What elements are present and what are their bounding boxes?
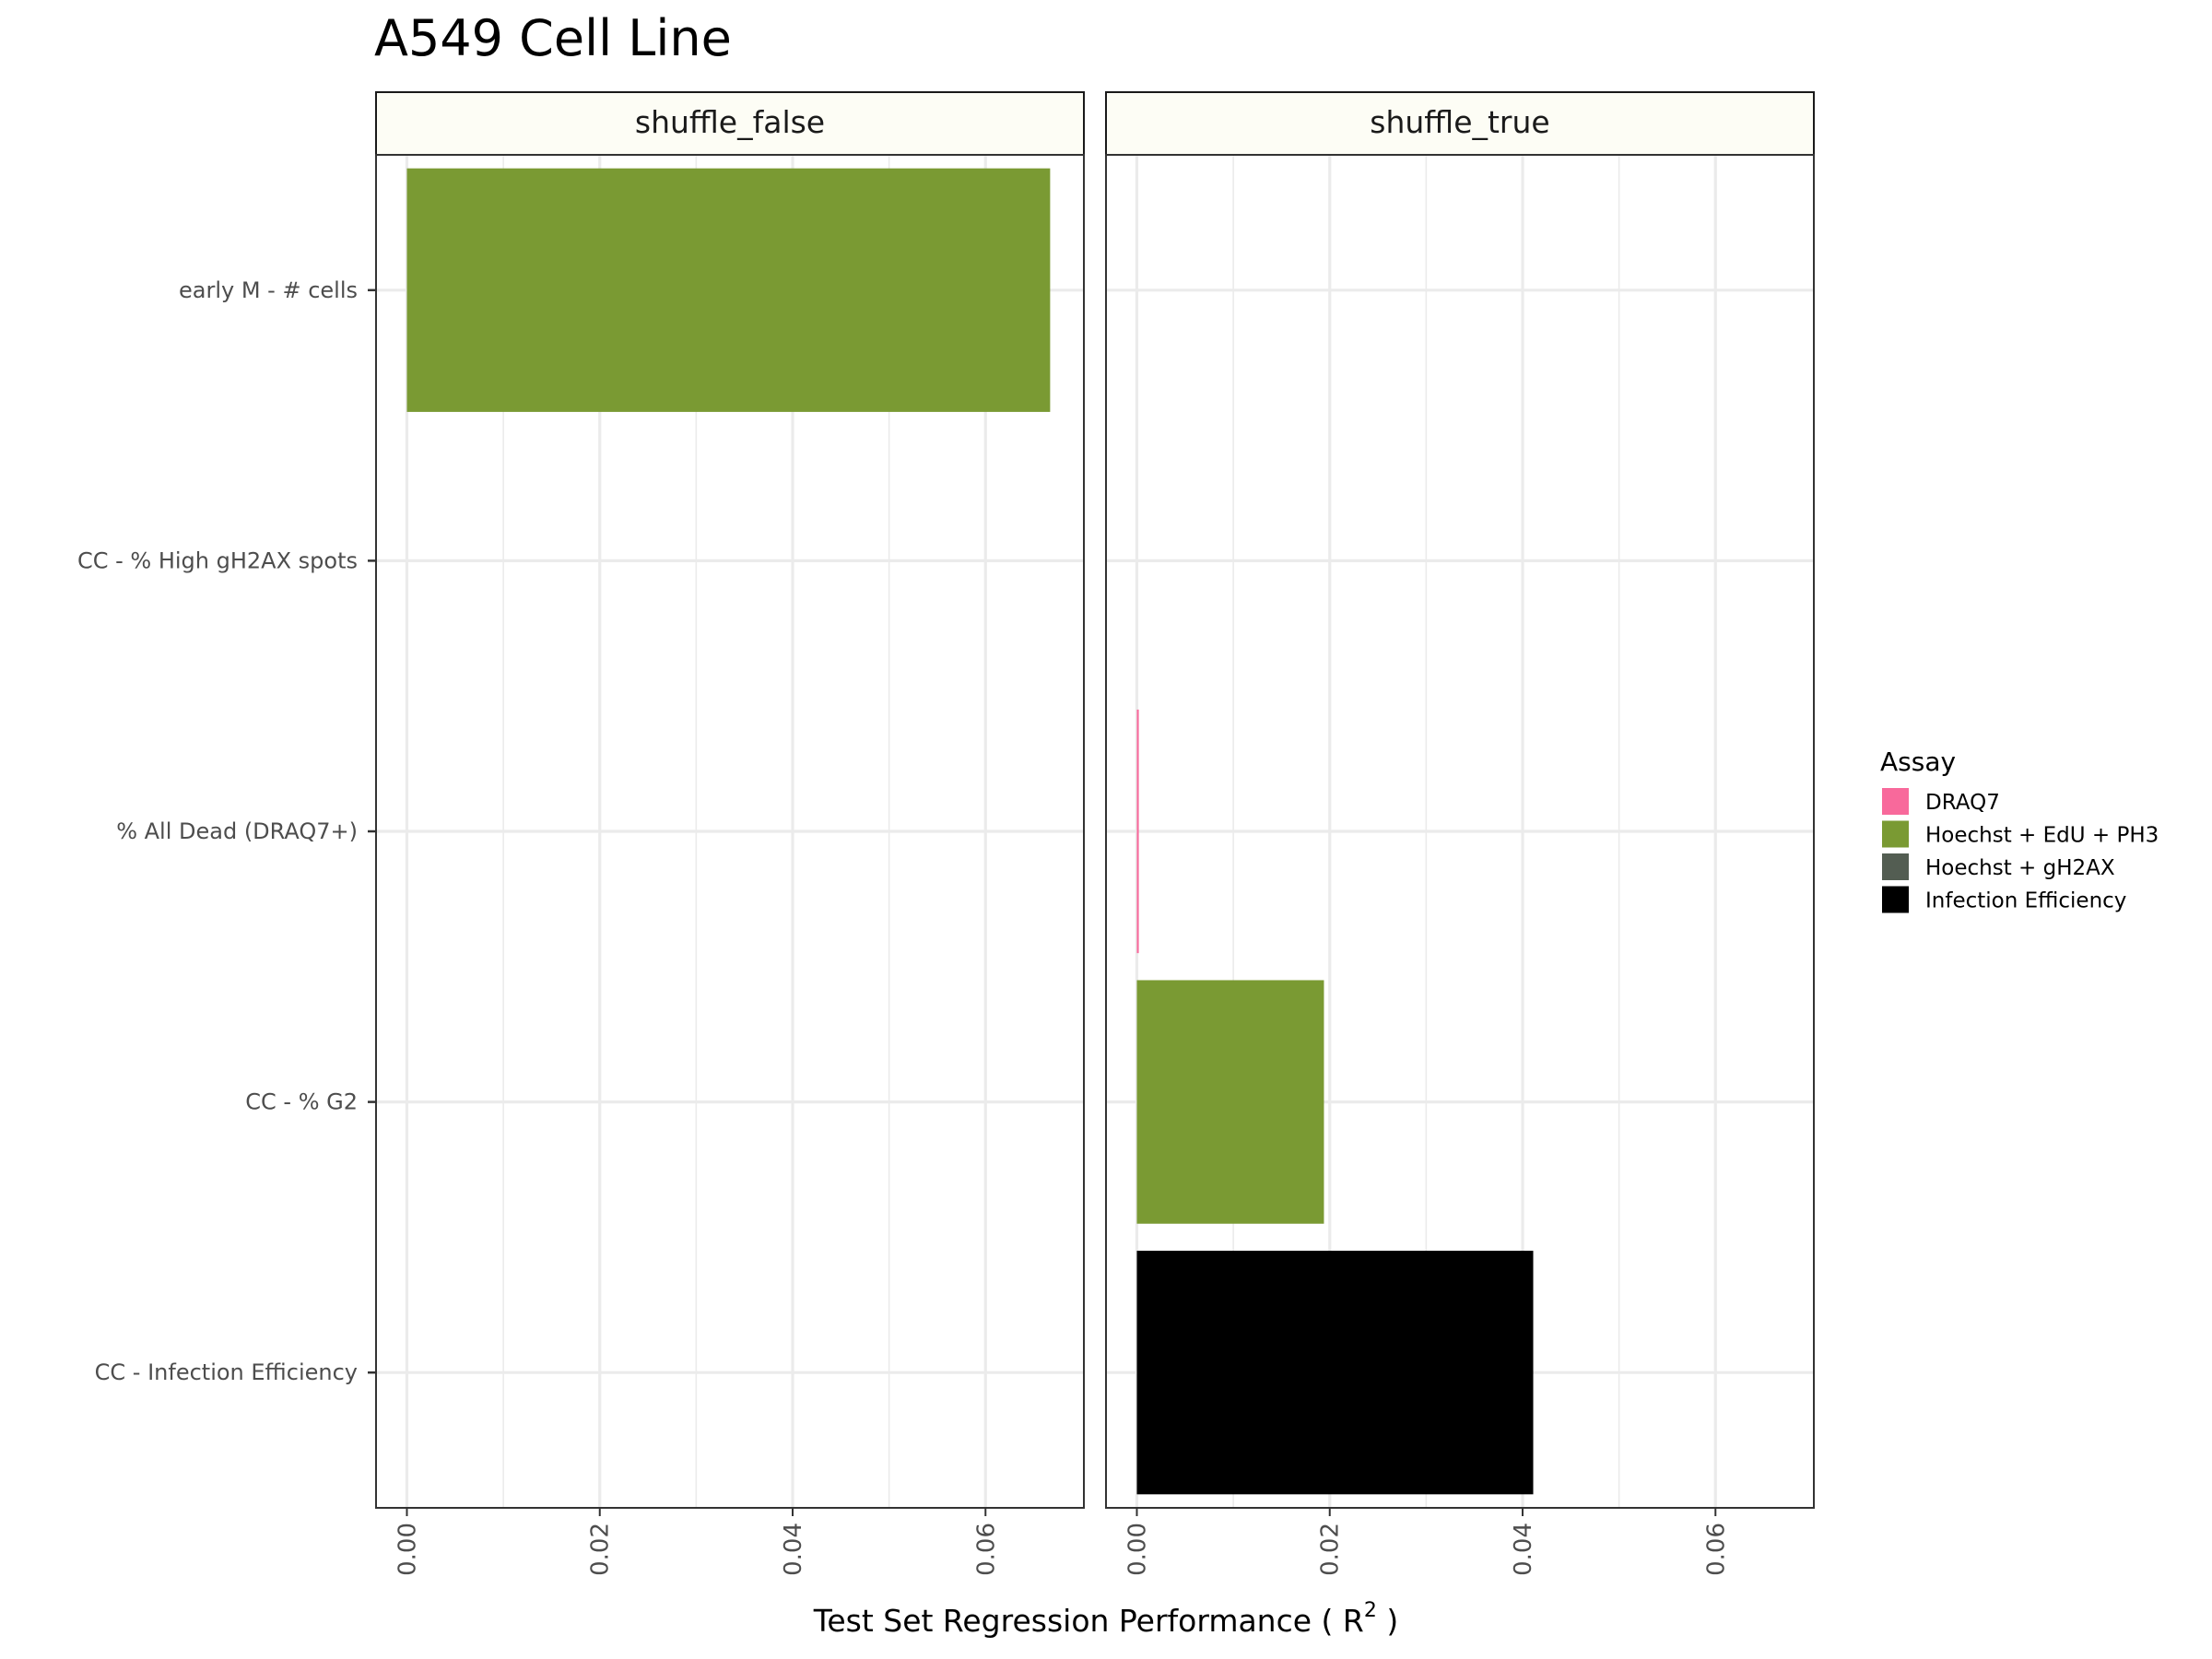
y-tick-label: early M - # cells xyxy=(179,277,358,303)
x-tick-label: 0.06 xyxy=(972,1523,1000,1576)
x-axis-title: Test Set Regression Performance ( R2 ) xyxy=(813,1599,1398,1639)
facet-shuffle_true: shuffle_true 0.00 0.02 0.04 0.06 xyxy=(1105,91,1815,1576)
y-tick-label: CC - Infection Efficiency xyxy=(95,1359,358,1385)
facet-shuffle_false: shuffle_false 0.00 0.02 0.04 0.06 xyxy=(375,91,1085,1576)
panel-border xyxy=(1105,154,1815,1509)
legend-label: Hoechst + gH2AX xyxy=(1925,856,2115,880)
legend-swatch xyxy=(1882,886,1909,913)
bar-cc-g2 xyxy=(1136,980,1324,1224)
y-tick-label: CC - % High gH2AX spots xyxy=(77,547,358,573)
legend-label: Hoechst + EdU + PH3 xyxy=(1925,824,2159,848)
legend-swatch xyxy=(1882,788,1909,815)
legend-label: Infection Efficiency xyxy=(1925,889,2126,913)
y-axis: early M - # cells CC - % High gH2AX spots… xyxy=(77,277,376,1385)
x-tick-label: 0.02 xyxy=(1317,1523,1345,1576)
y-tick-label: % All Dead (DRAQ7+) xyxy=(116,818,358,844)
x-tick-label: 0.02 xyxy=(587,1523,615,1576)
legend: Assay DRAQ7 Hoechst + EdU + PH3 Hoechst + g… xyxy=(1880,747,2159,913)
y-tick-label: CC - % G2 xyxy=(245,1089,358,1115)
legend-label: DRAQ7 xyxy=(1925,791,2000,815)
x-axis-title-end: ) xyxy=(1377,1603,1398,1639)
facet-strip-background xyxy=(375,91,1085,156)
x-tick-label: 0.00 xyxy=(394,1523,421,1576)
bar--all-dead-draq7- xyxy=(1136,709,1139,954)
bar-early-m-cells xyxy=(406,168,1051,412)
x-tick-label: 0.04 xyxy=(780,1523,807,1576)
legend-title: Assay xyxy=(1880,747,1956,777)
legend-swatch xyxy=(1882,820,1909,848)
x-axis-title-main: Test Set Regression Performance ( R xyxy=(813,1603,1364,1639)
chart-title: A549 Cell Line xyxy=(374,9,732,67)
x-tick-label: 0.04 xyxy=(1510,1523,1537,1576)
x-tick-label: 0.06 xyxy=(1702,1523,1730,1576)
legend-swatch xyxy=(1882,853,1909,880)
facet-strip-label: shuffle_true xyxy=(1370,104,1549,140)
facet-strip-label: shuffle_false xyxy=(635,104,825,140)
bar-cc-infection-efficiency xyxy=(1136,1251,1534,1495)
x-tick-label: 0.00 xyxy=(1124,1523,1151,1576)
x-axis-title-sup: 2 xyxy=(1364,1599,1377,1622)
